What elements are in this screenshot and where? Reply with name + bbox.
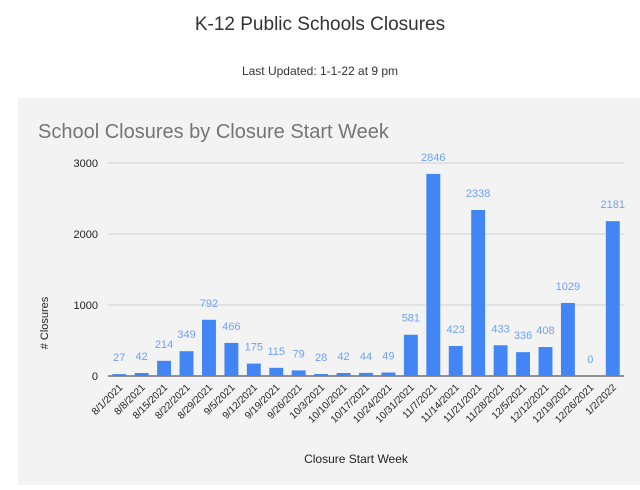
bar <box>291 370 306 376</box>
x-axis-title: Closure Start Week <box>304 452 409 466</box>
x-axis-ticks: 8/1/20218/8/20218/15/20218/22/20218/29/2… <box>90 382 619 425</box>
y-axis-ticks: 0 1000 2000 3000 <box>74 158 98 383</box>
data-label: 1029 <box>556 281 580 293</box>
y-axis-title: # Closures <box>39 296 51 349</box>
bar <box>202 319 216 376</box>
data-label: 44 <box>360 351 372 363</box>
page-title: K-12 Public Schools Closures <box>194 14 446 35</box>
bar <box>269 367 284 376</box>
data-label: 349 <box>177 329 195 341</box>
bar <box>179 351 194 376</box>
bar <box>112 374 127 376</box>
bar <box>426 173 441 376</box>
bar <box>336 373 351 376</box>
last-updated-text: Last Updated: 1-1-22 at 9 pm <box>241 64 399 78</box>
bar <box>134 373 149 376</box>
bar <box>471 210 486 376</box>
data-label: 79 <box>293 348 305 360</box>
data-label: 2181 <box>601 199 625 211</box>
data-label: 42 <box>337 351 349 363</box>
data-labels: 27 42 214 349 792 466 175 115 79 28 42 44 49 581 2846 4… <box>113 152 625 366</box>
chart-title: School Closures by Closure Start Week <box>38 121 390 143</box>
data-label: 792 <box>200 298 218 310</box>
y-tick-label: 3000 <box>74 158 98 170</box>
bar <box>157 360 172 376</box>
bar <box>403 334 418 376</box>
data-label: 49 <box>382 351 394 363</box>
y-tick-label: 0 <box>92 371 98 383</box>
bar <box>516 352 530 376</box>
bar <box>560 302 575 376</box>
bar <box>493 345 508 376</box>
data-label: 2338 <box>466 188 490 200</box>
data-label: 336 <box>514 330 532 342</box>
data-label: 115 <box>267 346 285 358</box>
bar <box>448 345 463 376</box>
bar-chart: School Closures by Closure Start Week 0 1… <box>38 121 625 466</box>
bar <box>359 372 373 376</box>
bar <box>246 363 261 376</box>
bar <box>314 374 329 376</box>
data-label: 42 <box>136 351 148 363</box>
data-label: 28 <box>315 352 327 364</box>
data-label: 466 <box>222 321 240 333</box>
bar <box>224 342 239 376</box>
bars <box>112 173 620 376</box>
gridlines <box>108 162 624 377</box>
bar <box>381 372 396 376</box>
data-label: 433 <box>491 323 509 335</box>
data-label: 175 <box>245 342 263 354</box>
data-label: 2846 <box>421 152 445 164</box>
y-tick-label: 1000 <box>74 300 98 312</box>
data-label: 423 <box>447 324 465 336</box>
bar <box>538 347 553 376</box>
data-label: 0 <box>587 354 593 366</box>
data-label: 27 <box>113 352 125 364</box>
bar <box>605 221 620 376</box>
data-label: 581 <box>402 313 420 325</box>
y-tick-label: 2000 <box>74 229 98 241</box>
data-label: 214 <box>155 339 173 351</box>
chart-panel: School Closures by Closure Start Week 0 1… <box>18 98 640 485</box>
data-label: 408 <box>536 325 554 337</box>
